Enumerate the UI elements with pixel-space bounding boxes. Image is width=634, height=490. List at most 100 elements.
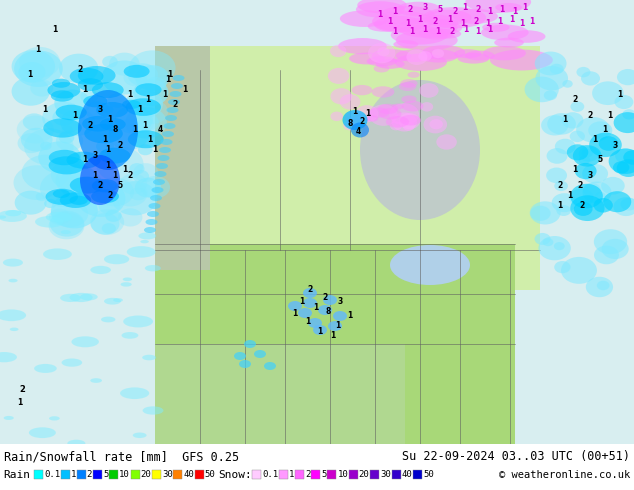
Ellipse shape bbox=[155, 171, 167, 177]
Ellipse shape bbox=[150, 195, 162, 201]
Ellipse shape bbox=[84, 124, 123, 143]
Ellipse shape bbox=[78, 78, 103, 91]
Ellipse shape bbox=[420, 102, 433, 112]
Ellipse shape bbox=[171, 83, 183, 89]
Ellipse shape bbox=[75, 195, 91, 207]
Text: 1: 1 bbox=[183, 85, 188, 95]
Ellipse shape bbox=[123, 316, 153, 327]
Ellipse shape bbox=[115, 105, 153, 134]
Ellipse shape bbox=[360, 80, 480, 220]
Text: 10: 10 bbox=[119, 470, 130, 479]
Ellipse shape bbox=[92, 179, 118, 193]
Ellipse shape bbox=[303, 288, 317, 298]
Ellipse shape bbox=[99, 198, 120, 215]
Text: 20: 20 bbox=[141, 470, 152, 479]
Text: 50: 50 bbox=[205, 470, 216, 479]
Ellipse shape bbox=[570, 131, 585, 142]
Ellipse shape bbox=[49, 156, 85, 174]
Text: 1: 1 bbox=[17, 397, 23, 407]
Ellipse shape bbox=[418, 51, 432, 61]
Ellipse shape bbox=[81, 90, 98, 103]
Ellipse shape bbox=[67, 151, 101, 169]
Text: 1: 1 bbox=[557, 200, 562, 210]
Text: 1: 1 bbox=[145, 96, 151, 104]
Ellipse shape bbox=[570, 184, 603, 208]
Text: 1: 1 bbox=[27, 71, 32, 79]
Ellipse shape bbox=[555, 139, 576, 154]
Ellipse shape bbox=[508, 30, 545, 43]
Ellipse shape bbox=[554, 242, 565, 250]
Ellipse shape bbox=[160, 139, 172, 145]
Text: 1: 1 bbox=[462, 3, 468, 13]
Ellipse shape bbox=[92, 82, 124, 98]
Bar bbox=[0, 444, 634, 490]
Ellipse shape bbox=[586, 277, 613, 297]
Ellipse shape bbox=[96, 177, 134, 206]
Ellipse shape bbox=[617, 159, 634, 177]
Ellipse shape bbox=[101, 60, 147, 95]
Bar bbox=[370, 470, 379, 479]
Text: 1: 1 bbox=[72, 111, 77, 120]
Ellipse shape bbox=[254, 350, 266, 358]
Ellipse shape bbox=[333, 311, 347, 321]
Ellipse shape bbox=[433, 29, 462, 39]
Ellipse shape bbox=[345, 111, 363, 124]
Ellipse shape bbox=[60, 294, 81, 302]
Ellipse shape bbox=[22, 155, 70, 191]
Ellipse shape bbox=[598, 136, 618, 151]
Ellipse shape bbox=[124, 65, 150, 78]
Bar bbox=[131, 470, 139, 479]
Ellipse shape bbox=[91, 189, 119, 203]
Ellipse shape bbox=[547, 113, 576, 135]
Ellipse shape bbox=[104, 298, 121, 305]
Ellipse shape bbox=[495, 3, 522, 12]
Ellipse shape bbox=[101, 317, 115, 322]
Ellipse shape bbox=[368, 21, 399, 32]
Text: 2: 2 bbox=[557, 180, 562, 190]
Text: 1: 1 bbox=[165, 75, 171, 84]
Ellipse shape bbox=[419, 83, 439, 98]
Ellipse shape bbox=[113, 180, 148, 206]
Ellipse shape bbox=[61, 230, 71, 234]
Bar bbox=[155, 344, 405, 444]
Ellipse shape bbox=[349, 52, 385, 65]
Ellipse shape bbox=[131, 115, 154, 133]
Ellipse shape bbox=[30, 79, 53, 97]
Ellipse shape bbox=[581, 148, 593, 157]
Ellipse shape bbox=[67, 440, 86, 447]
Ellipse shape bbox=[59, 168, 102, 200]
Ellipse shape bbox=[11, 50, 55, 83]
Text: 0.1: 0.1 bbox=[262, 470, 278, 479]
Ellipse shape bbox=[393, 40, 418, 49]
Ellipse shape bbox=[135, 114, 159, 131]
Ellipse shape bbox=[330, 112, 343, 121]
Ellipse shape bbox=[538, 236, 571, 260]
Ellipse shape bbox=[601, 177, 624, 195]
Ellipse shape bbox=[390, 121, 402, 130]
Ellipse shape bbox=[298, 308, 312, 318]
Ellipse shape bbox=[0, 216, 6, 219]
Ellipse shape bbox=[18, 62, 46, 82]
Ellipse shape bbox=[543, 238, 553, 246]
Ellipse shape bbox=[234, 352, 246, 360]
Ellipse shape bbox=[578, 156, 590, 165]
Ellipse shape bbox=[48, 82, 81, 98]
Ellipse shape bbox=[372, 49, 411, 62]
Ellipse shape bbox=[36, 192, 48, 201]
Text: 3: 3 bbox=[612, 141, 618, 149]
Ellipse shape bbox=[90, 378, 102, 383]
Ellipse shape bbox=[19, 47, 60, 77]
Ellipse shape bbox=[113, 298, 123, 302]
Ellipse shape bbox=[389, 103, 419, 125]
Ellipse shape bbox=[4, 416, 14, 420]
Ellipse shape bbox=[562, 112, 583, 128]
Ellipse shape bbox=[24, 128, 74, 165]
Text: 5: 5 bbox=[597, 155, 602, 165]
Ellipse shape bbox=[396, 49, 434, 62]
Ellipse shape bbox=[567, 144, 588, 160]
Text: 1: 1 bbox=[365, 109, 371, 119]
Ellipse shape bbox=[55, 90, 90, 117]
Text: 2: 2 bbox=[117, 141, 122, 149]
Ellipse shape bbox=[366, 56, 397, 66]
Ellipse shape bbox=[401, 96, 417, 103]
